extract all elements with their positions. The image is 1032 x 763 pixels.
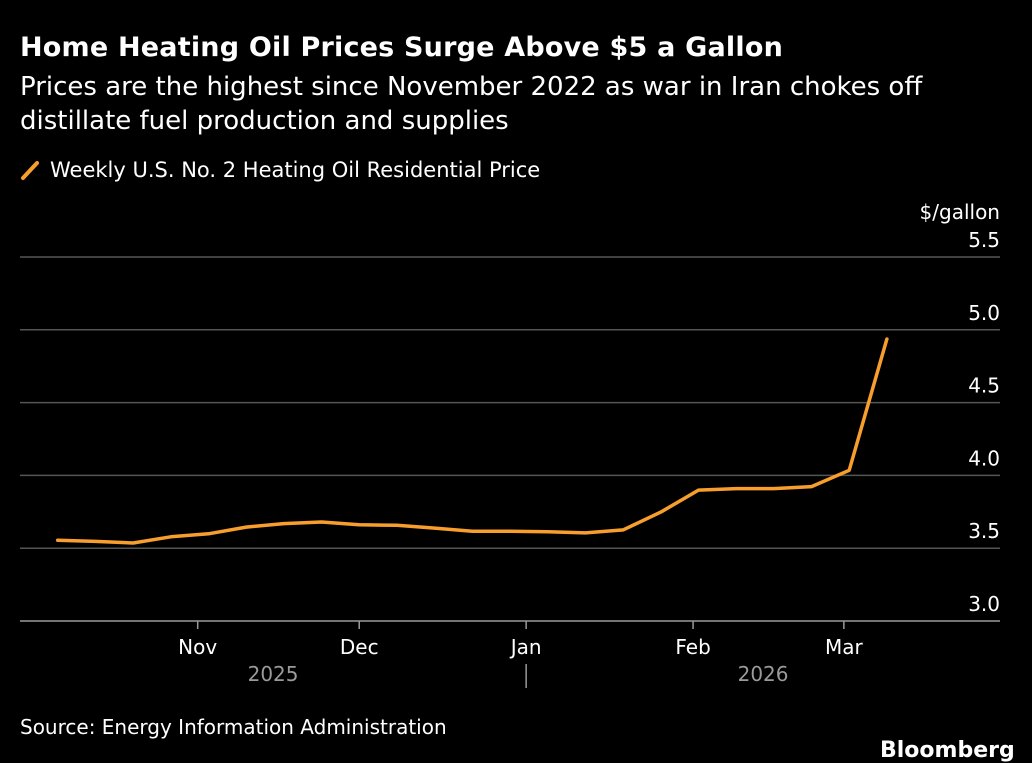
y-axis-label: $/gallon bbox=[920, 200, 1000, 224]
y-tick-label: 4.0 bbox=[968, 446, 1000, 470]
data-point bbox=[584, 532, 586, 534]
data-point bbox=[132, 542, 134, 544]
data-point bbox=[811, 486, 813, 488]
data-point bbox=[207, 533, 209, 535]
data-point bbox=[321, 521, 323, 523]
data-point bbox=[886, 338, 888, 340]
x-tick-label: Nov bbox=[178, 635, 217, 659]
y-tick-label: 5.5 bbox=[968, 228, 1000, 252]
y-tick-label: 4.5 bbox=[968, 374, 1000, 398]
data-point bbox=[509, 530, 511, 532]
year-label: 2026 bbox=[738, 662, 789, 686]
x-tick-label: Dec bbox=[340, 635, 379, 659]
x-tick-label: Mar bbox=[825, 635, 864, 659]
data-point bbox=[283, 523, 285, 525]
legend-label: Weekly U.S. No. 2 Heating Oil Residentia… bbox=[50, 158, 541, 182]
legend: Weekly U.S. No. 2 Heating Oil Residentia… bbox=[20, 157, 540, 183]
year-label: 2025 bbox=[248, 662, 299, 686]
chart-title: Home Heating Oil Prices Surge Above $5 a… bbox=[20, 32, 784, 63]
data-point bbox=[735, 488, 737, 490]
data-point bbox=[396, 524, 398, 526]
series-line bbox=[55, 337, 889, 545]
data-point bbox=[622, 529, 624, 531]
data-point bbox=[773, 488, 775, 490]
data-point bbox=[471, 530, 473, 532]
data-point bbox=[358, 524, 360, 526]
y-tick-label: 3.0 bbox=[968, 592, 1000, 616]
y-tick-label: 3.5 bbox=[968, 519, 1000, 543]
data-point bbox=[660, 511, 662, 513]
legend-line-swatch-icon bbox=[21, 161, 39, 180]
x-tick-label: Jan bbox=[509, 635, 542, 659]
x-tick-label: Feb bbox=[675, 635, 710, 659]
bloomberg-logo: Bloomberg bbox=[880, 738, 1015, 763]
data-point bbox=[245, 526, 247, 528]
data-point bbox=[57, 539, 59, 541]
data-point bbox=[94, 540, 96, 542]
data-point bbox=[170, 536, 172, 538]
data-point bbox=[697, 489, 699, 491]
data-point bbox=[848, 469, 850, 471]
data-point bbox=[547, 531, 549, 533]
chart-subtitle: Prices are the highest since November 20… bbox=[20, 72, 923, 136]
y-tick-label: 5.0 bbox=[968, 301, 1000, 325]
source-note: Source: Energy Information Administratio… bbox=[20, 715, 447, 739]
line-chart: 3.0 3.5 4.0 4.5 5.0 5.5 $/gallon Nov Dec Jan Feb Ma… bbox=[20, 200, 1000, 688]
data-point bbox=[434, 527, 436, 529]
